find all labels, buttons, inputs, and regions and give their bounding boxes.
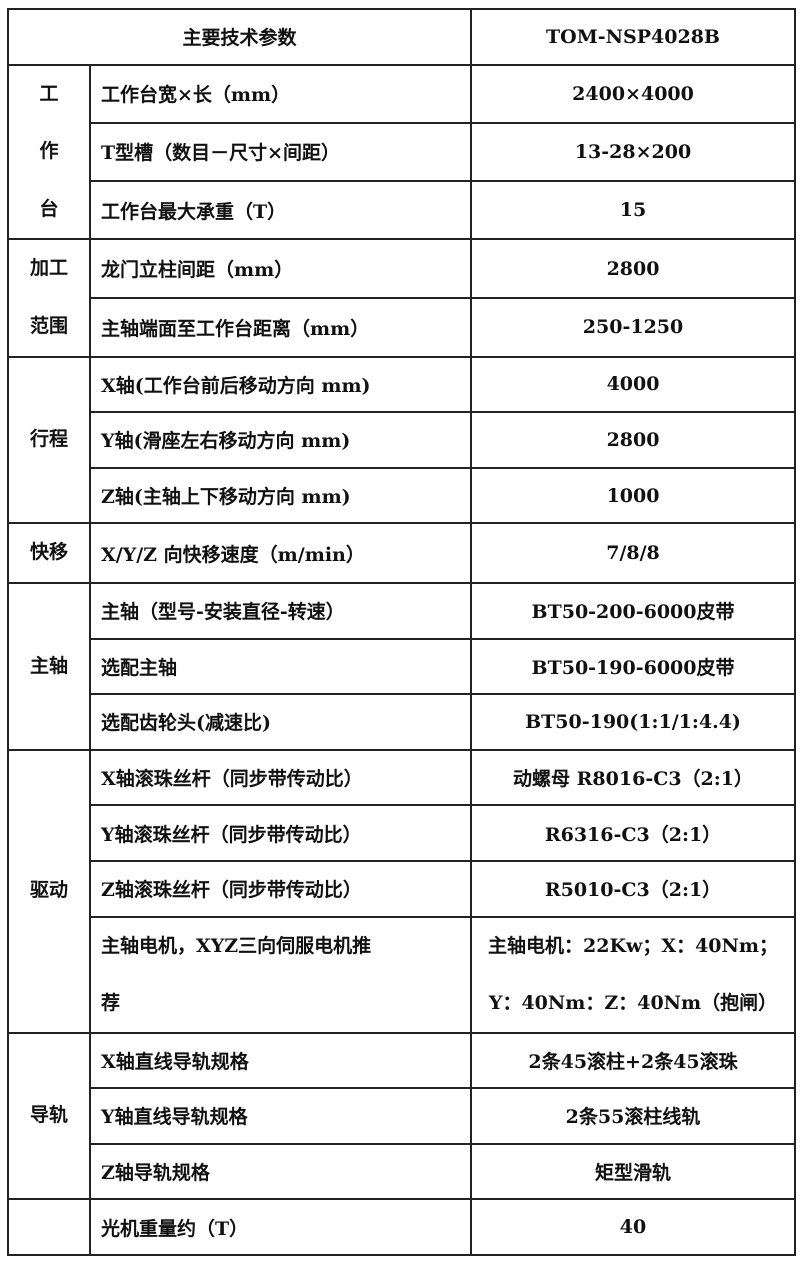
group-label: 驱动	[7, 748, 91, 1034]
param-value: 13-28×200	[470, 121, 797, 183]
param-name-line: 主轴电机，XYZ三向伺服电机推	[101, 934, 372, 957]
param-name: Y轴滚珠丝杆（同步带传动比）	[88, 804, 473, 862]
table-row: Y轴直线导轨规格 2条55滚柱线轨	[8, 1087, 797, 1145]
param-value: 2800	[470, 238, 797, 299]
table-row: 主轴 主轴（型号-安装直径-转速） BT50-200-6000皮带	[7, 581, 797, 751]
table-row: 加工范围 龙门立柱间距（mm） 2800	[7, 238, 797, 358]
table-row: 工作台工作台宽×长（mm） 2400×4000	[7, 63, 797, 241]
param-name: 主轴（型号-安装直径-转速）	[88, 581, 473, 640]
param-value: 2条45滚柱+2条45滚珠	[470, 1031, 797, 1090]
param-name: 工作台最大承重（T）	[88, 180, 473, 241]
param-value: 250-1250	[470, 296, 797, 358]
group-label: 主轴	[7, 581, 91, 751]
group-label-line: 快移	[29, 541, 68, 564]
table-row: T型槽（数目－尺寸×间距） 13-28×200	[8, 121, 797, 183]
table-row: 导轨 X轴直线导轨规格 2条45滚柱+2条45滚珠	[7, 1031, 797, 1201]
group-label: 加工 范围	[7, 238, 91, 358]
param-name: 主轴端面至工作台距离（mm）	[88, 296, 473, 358]
group-label: 快移	[7, 522, 91, 584]
group-label-line: 驱动	[29, 879, 68, 902]
spec-table: 主要技术参数 TOM-NSP4028B 工作台工作台宽×长（mm） 2400×40…	[6, 8, 797, 1256]
table-row: 选配主轴 BT50-190-6000皮带	[8, 637, 797, 696]
group-label: 行程	[7, 355, 91, 525]
table-row: 选配齿轮头(减速比) BT50-190(1:1/1:4.4)	[8, 693, 797, 751]
param-value: 2条55滚柱线轨	[470, 1087, 797, 1145]
param-name: Z轴导轨规格	[88, 1142, 473, 1201]
param-name: 光机重量约（T）	[88, 1198, 473, 1256]
param-value: 15	[470, 180, 797, 241]
table-row: 主轴端面至工作台距离（mm） 250-1250	[8, 296, 797, 358]
param-value: BT50-190(1:1/1:4.4)	[470, 693, 797, 751]
group-label: 导轨	[7, 1031, 91, 1201]
header-title: 主要技术参数	[6, 8, 473, 66]
param-name: X轴直线导轨规格	[88, 1031, 473, 1090]
table-row: Z轴导轨规格 矩型滑轨	[8, 1142, 797, 1201]
param-value: 矩型滑轨	[470, 1142, 797, 1201]
param-name: Y轴直线导轨规格	[88, 1087, 473, 1145]
param-name: Z轴滚珠丝杆（同步带传动比）	[88, 859, 473, 918]
param-name: T型槽（数目－尺寸×间距）	[88, 121, 473, 183]
table-row: 行程 X轴(工作台前后移动方向 mm) 4000	[7, 355, 797, 525]
group-label: 工作台	[7, 63, 91, 241]
group-label-line: 行程	[29, 428, 68, 451]
param-name-line: 荐	[101, 991, 121, 1014]
table-row: Y轴滚珠丝杆（同步带传动比） R6316-C3（2:1）	[8, 804, 797, 862]
group-label	[7, 1198, 91, 1256]
header-row: 主要技术参数 TOM-NSP4028B	[6, 8, 797, 66]
table-row: 驱动 X轴滚珠丝杆（同步带传动比） 动螺母 R8016-C3（2:1）	[7, 748, 797, 1034]
table-row: 快移 X/Y/Z 向快移速度（m/min） 7/8/8	[7, 522, 797, 584]
param-value: R6316-C3（2:1）	[470, 804, 797, 862]
param-name: 工作台宽×长（mm）	[88, 63, 473, 124]
param-value: 主轴电机：22Kw；X：40Nm； Y：40Nm：Z：40Nm（抱闸）	[470, 915, 797, 1034]
table-row: Y轴(滑座左右移动方向 mm) 2800	[8, 411, 797, 469]
param-value: 4000	[470, 355, 797, 414]
group-label-line: 作	[39, 140, 59, 163]
group-label-line: 主轴	[29, 654, 68, 677]
param-value: 2800	[470, 411, 797, 469]
param-name: Y轴(滑座左右移动方向 mm)	[88, 411, 473, 469]
param-name: 选配齿轮头(减速比)	[88, 693, 473, 751]
param-name: X轴滚珠丝杆（同步带传动比）	[88, 748, 473, 807]
param-value-line: 主轴电机：22Kw；X：40Nm；	[488, 934, 778, 957]
param-name: X/Y/Z 向快移速度（m/min）	[88, 522, 473, 584]
group-label-line: 台	[39, 197, 59, 220]
table-row: 光机重量约（T） 40	[7, 1198, 797, 1256]
table-row: Z轴滚珠丝杆（同步带传动比） R5010-C3（2:1）	[8, 859, 797, 918]
group-label-line: 导轨	[29, 1104, 68, 1127]
param-value: 2400×4000	[470, 63, 797, 124]
param-name: 龙门立柱间距（mm）	[88, 238, 473, 299]
group-label-line: 工	[39, 82, 59, 105]
param-name: Z轴(主轴上下移动方向 mm)	[88, 466, 473, 525]
header-model: TOM-NSP4028B	[470, 8, 797, 66]
group-label-line: 加工	[29, 257, 68, 280]
param-value: 40	[470, 1198, 797, 1256]
param-value-line: Y：40Nm：Z：40Nm（抱闸）	[488, 991, 778, 1014]
group-label-line: 范围	[29, 314, 68, 337]
param-value: 动螺母 R8016-C3（2:1）	[470, 748, 797, 807]
param-value: 1000	[470, 466, 797, 525]
param-value: BT50-190-6000皮带	[470, 637, 797, 696]
param-value: 7/8/8	[470, 522, 797, 584]
table-row: 工作台最大承重（T） 15	[8, 180, 797, 241]
param-value: BT50-200-6000皮带	[470, 581, 797, 640]
param-name: 主轴电机，XYZ三向伺服电机推荐	[88, 915, 473, 1034]
param-value: R5010-C3（2:1）	[470, 859, 797, 918]
param-name: 选配主轴	[88, 637, 473, 696]
table-row: Z轴(主轴上下移动方向 mm) 1000	[8, 466, 797, 525]
param-name: X轴(工作台前后移动方向 mm)	[88, 355, 473, 414]
table-row: 主轴电机，XYZ三向伺服电机推荐主轴电机：22Kw；X：40Nm； Y：40Nm：…	[8, 915, 797, 1034]
